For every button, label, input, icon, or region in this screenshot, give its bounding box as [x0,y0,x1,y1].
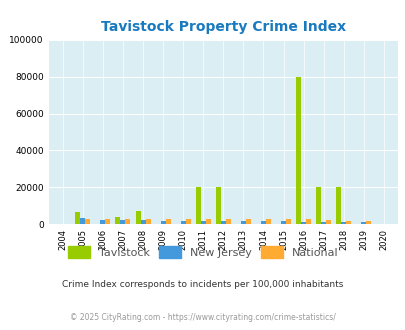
Bar [120,220,125,224]
Bar [160,221,165,224]
Bar [260,221,265,224]
Bar [301,222,305,224]
Bar [365,221,371,224]
Bar [245,219,250,224]
Bar [345,221,350,224]
Bar [295,77,301,224]
Bar [165,219,170,224]
Bar [320,222,325,224]
Bar [185,219,190,224]
Bar [215,187,220,224]
Bar [220,221,225,224]
Bar [75,213,80,224]
Bar [265,219,270,224]
Bar [325,220,330,224]
Bar [180,221,185,224]
Title: Tavistock Property Crime Index: Tavistock Property Crime Index [100,20,345,34]
Bar [280,221,285,224]
Bar [360,222,365,224]
Bar [135,211,140,224]
Text: © 2025 CityRating.com - https://www.cityrating.com/crime-statistics/: © 2025 CityRating.com - https://www.city… [70,313,335,322]
Bar [200,221,205,224]
Legend: Tavistock, New Jersey, National: Tavistock, New Jersey, National [64,243,341,261]
Bar [125,219,130,224]
Bar [285,219,290,224]
Bar [115,217,120,224]
Text: Crime Index corresponds to incidents per 100,000 inhabitants: Crime Index corresponds to incidents per… [62,280,343,289]
Bar [85,219,90,224]
Bar [305,219,310,224]
Bar [205,219,210,224]
Bar [195,187,200,224]
Bar [80,218,85,224]
Bar [335,187,340,224]
Bar [315,187,320,224]
Bar [240,221,245,224]
Bar [140,220,145,224]
Bar [105,219,110,224]
Bar [340,222,345,224]
Bar [100,220,105,224]
Bar [145,219,150,224]
Bar [225,219,230,224]
